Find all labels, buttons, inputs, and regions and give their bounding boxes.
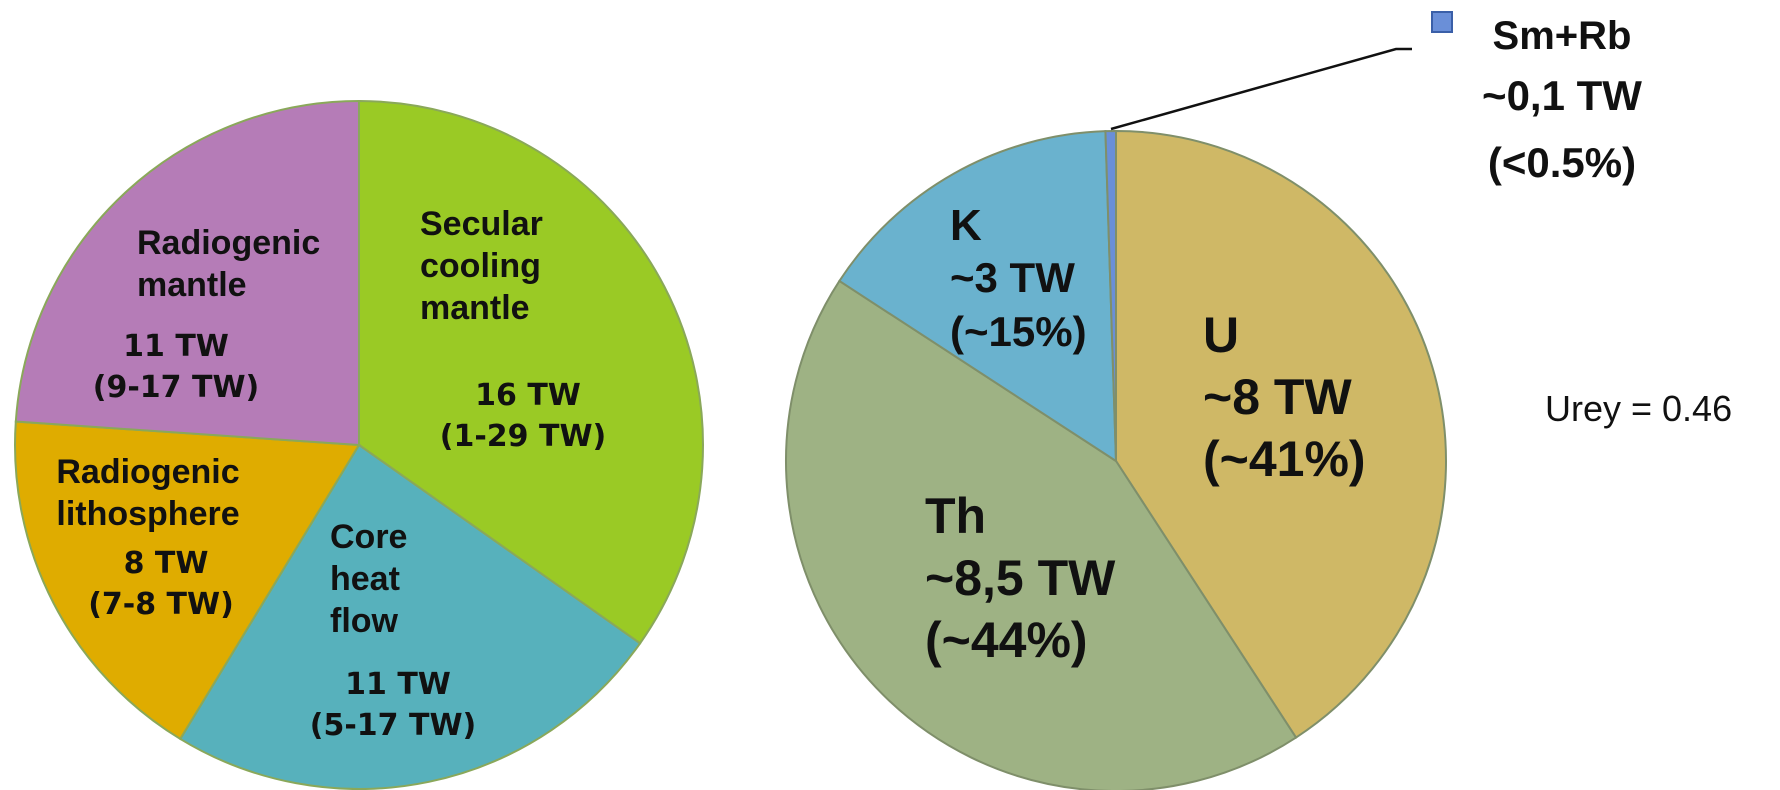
pie-slice-core-heat-flow [178, 443, 642, 790]
pie-slice-th [785, 279, 1298, 790]
slice-label-line: flow [330, 602, 399, 640]
slice-percent-label: (~44%) [925, 612, 1088, 668]
pie-slice-radiogenic-lithosphere [14, 420, 361, 741]
slice-name-label: K [950, 201, 982, 250]
pie-slice-k [838, 130, 1118, 463]
slice-range-label: (9-17 TW) [93, 370, 260, 405]
slice-label-line: Radiogenic [56, 453, 239, 491]
slice-range-label: (5-17 TW) [310, 708, 477, 743]
callout-name-label: Sm+Rb [1493, 14, 1632, 58]
leader-line [1110, 47, 1412, 131]
slice-label-line: Radiogenic [137, 224, 320, 262]
slice-label-k: K ~3 TW (~15%) [950, 201, 1087, 355]
callout-percent-label: (<0.5%) [1488, 139, 1636, 186]
callout-value-label: ~0,1 TW [1482, 72, 1642, 119]
slice-percent-label: (~41%) [1203, 431, 1366, 487]
slice-label-radiogenic-lithosphere: Radiogenic lithosphere 8 TW (7-8 TW) [56, 453, 239, 622]
slice-label-line: mantle [137, 266, 247, 304]
slice-value-label: 11 TW [123, 329, 229, 364]
slice-value-label: ~8,5 TW [925, 550, 1116, 606]
slice-label-secular-cooling-mantle: Secular cooling mantle 16 TW (1-29 TW) [420, 205, 606, 454]
slice-label-line: heat [330, 560, 400, 598]
slice-label-line: Core [330, 518, 407, 556]
slice-label-line: cooling [420, 247, 541, 285]
slice-name-label: Th [925, 488, 986, 544]
slice-range-label: (1-29 TW) [440, 419, 607, 454]
pie-slice-sm-rb [1104, 129, 1117, 462]
slice-value-label: ~3 TW [950, 254, 1075, 301]
slice-value-label: ~8 TW [1203, 369, 1352, 425]
slice-value-label: 11 TW [345, 667, 451, 702]
slice-name-label: U [1203, 307, 1239, 363]
pie-slice-radiogenic-mantle [14, 99, 360, 447]
legend-marker-sm-rb [1431, 11, 1453, 33]
slice-label-radiogenic-mantle: Radiogenic mantle 11 TW (9-17 TW) [93, 224, 321, 405]
radiogenic-heat-pie [785, 129, 1447, 790]
slice-label-core-heat-flow: Core heat flow 11 TW (5-17 TW) [310, 518, 477, 743]
slice-label-u: U ~8 TW (~41%) [1203, 307, 1366, 487]
slice-label-th: Th ~8,5 TW (~44%) [925, 488, 1116, 668]
slice-label-line: Secular [420, 205, 543, 243]
callout-sm-rb: Sm+Rb ~0,1 TW (<0.5%) [1110, 11, 1642, 186]
urey-annotation: Urey = 0.46 [1545, 388, 1733, 429]
slice-label-line: mantle [420, 289, 530, 327]
slice-label-line: lithosphere [56, 495, 239, 533]
heat-budget-pie [14, 99, 704, 790]
slice-value-label: 8 TW [124, 546, 209, 581]
slice-range-label: (7-8 TW) [88, 587, 234, 622]
slice-percent-label: (~15%) [950, 308, 1087, 355]
pie-slice-secular-cooling-mantle [358, 99, 704, 645]
slice-value-label: 16 TW [475, 378, 581, 413]
